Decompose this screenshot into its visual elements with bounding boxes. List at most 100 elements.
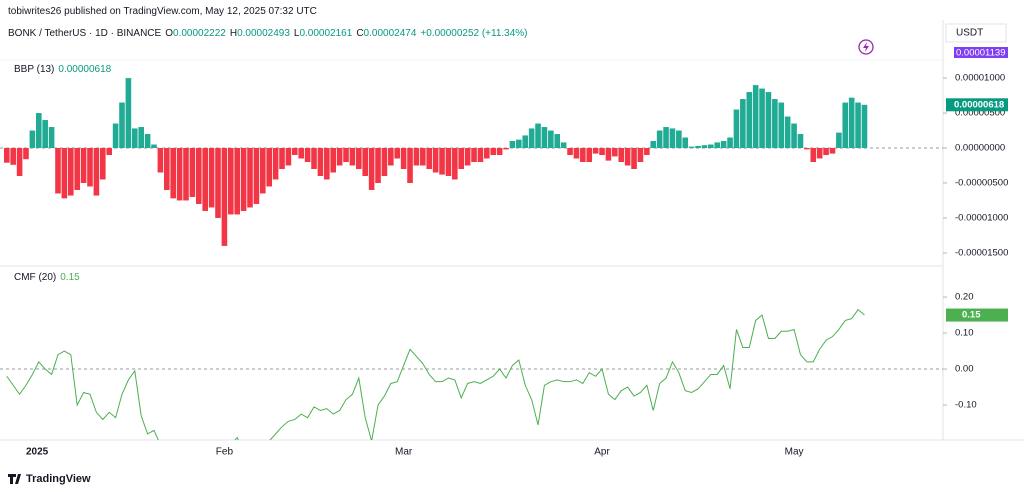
bar xyxy=(42,120,48,149)
bar xyxy=(324,148,330,180)
value-badge-label: 0.15 xyxy=(962,310,981,321)
bar xyxy=(740,99,746,149)
bar xyxy=(285,148,292,166)
value-badge-label: 0.00000618 xyxy=(954,99,1004,110)
bar xyxy=(708,144,714,149)
price-label: 0.00001139 xyxy=(956,48,1006,59)
bar xyxy=(151,144,157,149)
bar xyxy=(522,135,529,149)
bar xyxy=(304,148,311,162)
x-tick-label: May xyxy=(785,447,804,458)
ohlc-label: L xyxy=(293,28,300,39)
bar xyxy=(701,145,708,149)
bar xyxy=(381,148,388,176)
bar xyxy=(298,148,305,159)
bar xyxy=(765,92,772,149)
ohlc-label: H xyxy=(229,28,238,39)
y-tick-label: -0.10 xyxy=(955,400,977,411)
bar xyxy=(202,148,209,211)
alert-icon-bolt xyxy=(863,42,869,52)
bar xyxy=(836,132,842,149)
bar xyxy=(727,137,733,149)
bar xyxy=(112,123,119,149)
bar xyxy=(362,148,369,176)
bar xyxy=(356,148,362,169)
bar xyxy=(599,148,605,156)
bar xyxy=(810,148,817,162)
bar xyxy=(170,148,177,199)
bar xyxy=(183,148,189,201)
bar xyxy=(228,148,234,215)
bar xyxy=(612,148,618,157)
bar xyxy=(119,102,125,149)
change: +0.00000252 (+11.34%) xyxy=(420,28,528,39)
bar xyxy=(816,148,823,159)
bar xyxy=(48,127,55,149)
ohlc-value: 0.00002161 xyxy=(299,28,353,39)
bar xyxy=(106,148,112,156)
bar xyxy=(848,97,855,149)
pane xyxy=(0,78,943,246)
bar xyxy=(528,128,535,149)
bar xyxy=(80,148,87,183)
x-tick-label: 2025 xyxy=(26,447,49,458)
bar xyxy=(420,148,426,166)
bar xyxy=(157,148,164,173)
bar xyxy=(496,148,503,156)
bar xyxy=(208,148,215,208)
brand-logo xyxy=(8,474,21,484)
bar xyxy=(605,148,612,161)
bar xyxy=(260,148,266,194)
bar xyxy=(586,148,593,162)
bar xyxy=(215,148,221,218)
ohlc-value: 0.00002222 xyxy=(172,28,226,39)
bar xyxy=(144,134,151,149)
y-tick-label: 0.00001000 xyxy=(955,73,1005,84)
currency: USDT xyxy=(956,28,983,39)
pane xyxy=(0,308,943,440)
bar xyxy=(669,128,676,149)
bar xyxy=(67,148,74,196)
y-tick-label: -0.00001500 xyxy=(955,247,1008,258)
publisher-line: tobiwrites26 published on TradingView.co… xyxy=(8,6,317,17)
bar xyxy=(778,102,785,149)
x-tick-label: Mar xyxy=(395,447,413,458)
bar xyxy=(509,141,516,149)
bar xyxy=(490,148,497,156)
bar xyxy=(439,148,445,175)
bar xyxy=(234,148,241,215)
bar xyxy=(426,148,433,169)
bar xyxy=(55,148,61,194)
bar xyxy=(804,148,810,150)
bar xyxy=(720,141,727,149)
bar xyxy=(733,109,740,149)
bar xyxy=(196,148,202,204)
ohlc-item: C0.00002474 xyxy=(356,28,416,39)
ohlc-value: 0.00002493 xyxy=(237,28,290,39)
bar xyxy=(336,148,343,166)
bar xyxy=(714,142,721,149)
bar xyxy=(567,148,573,156)
y-tick-label: 0.00000000 xyxy=(955,143,1005,154)
bar xyxy=(855,102,861,149)
bar xyxy=(125,78,132,149)
alert-icon[interactable] xyxy=(858,39,874,55)
ohlc-value: 0.00002474 xyxy=(363,28,417,39)
bar xyxy=(516,139,522,149)
cmf-line xyxy=(6,308,865,440)
ohlc-item: L0.00002161 xyxy=(294,28,352,39)
bar xyxy=(266,148,273,187)
bar xyxy=(452,148,458,180)
bar xyxy=(74,148,80,190)
bar xyxy=(413,148,420,166)
legend-name: CMF (20) xyxy=(14,272,57,283)
x-tick-label: Apr xyxy=(594,447,610,458)
bar xyxy=(292,148,298,156)
bar xyxy=(592,148,599,154)
bar xyxy=(349,148,356,166)
bar xyxy=(503,148,509,150)
brand: TradingView xyxy=(26,473,91,485)
bar xyxy=(823,148,829,156)
bar xyxy=(548,130,554,149)
bar xyxy=(759,88,765,149)
